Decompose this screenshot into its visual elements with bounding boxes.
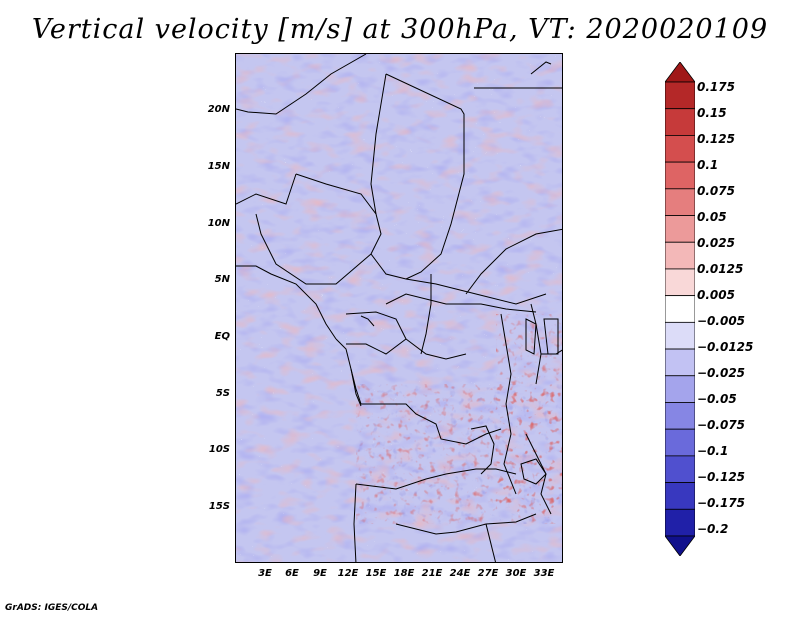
- colorbar-label-neg005: −0.05: [697, 392, 737, 406]
- colorbar-label-015: 0.15: [697, 106, 727, 120]
- lat-label-15n: 15N: [207, 161, 230, 172]
- colorbar-label-0175: 0.175: [697, 80, 735, 94]
- lon-label-15e: 15E: [365, 568, 387, 579]
- colorbar-label-neg0075: −0.075: [697, 418, 746, 432]
- colorbar-label-neg00125: −0.0125: [697, 340, 754, 354]
- colorbar-segment-10: [665, 321, 695, 350]
- lon-label-3e: 3E: [258, 568, 272, 579]
- colorbar-segment-18: [665, 535, 695, 556]
- colorbar-label-0025: 0.025: [697, 236, 735, 250]
- lat-label-15s: 15S: [208, 501, 230, 512]
- footer-credit: GrADS: IGES/COLA: [5, 603, 99, 613]
- colorbar-segment-1: [665, 81, 695, 110]
- colorbar-segment-17: [665, 508, 695, 537]
- colorbar-label-0005: 0.005: [697, 288, 735, 302]
- lat-label-5n: 5N: [214, 274, 230, 285]
- colorbar-segment-15: [665, 455, 695, 483]
- colorbar-segment-2: [665, 108, 695, 136]
- colorbar-label-neg0005: −0.005: [697, 314, 746, 328]
- colorbar-label-neg01: −0.1: [697, 444, 729, 458]
- colorbar-segment-9: [665, 295, 695, 323]
- lon-label-24e: 24E: [449, 568, 471, 579]
- lon-label-12e: 12E: [337, 568, 359, 579]
- colorbar-label-neg0175: −0.175: [697, 496, 746, 510]
- lon-label-27e: 27E: [477, 568, 499, 579]
- colorbar-segment-16: [665, 482, 695, 510]
- map-panel: [235, 53, 563, 563]
- colorbar-segment-14: [665, 428, 695, 457]
- colorbar-label-neg0125: −0.125: [697, 470, 746, 484]
- lon-label-33e: 33E: [533, 568, 555, 579]
- lat-label-eq: EQ: [214, 331, 230, 342]
- colorbar-segment-4: [665, 161, 695, 190]
- lat-label-5s: 5S: [215, 388, 230, 399]
- colorbar-segment-11: [665, 348, 695, 377]
- colorbar-segment-3: [665, 135, 695, 163]
- colorbar-segment-13: [665, 402, 695, 430]
- colorbar-label-neg0025: −0.025: [697, 366, 746, 380]
- lon-label-18e: 18E: [393, 568, 415, 579]
- colorbar-segment-5: [665, 188, 695, 216]
- country-borders: [236, 54, 562, 562]
- colorbar-segment-0: [665, 62, 695, 83]
- colorbar-segment-8: [665, 268, 695, 297]
- colorbar: [665, 62, 695, 556]
- lon-label-21e: 21E: [421, 568, 443, 579]
- colorbar-segment-6: [665, 215, 695, 243]
- plot-title: Vertical velocity [m/s] at 300hPa, VT: 2…: [31, 14, 769, 45]
- velocity-field-map: [236, 54, 562, 562]
- lon-label-6e: 6E: [285, 568, 299, 579]
- colorbar-label-0125: 0.125: [697, 132, 735, 146]
- lat-label-20n: 20N: [207, 104, 230, 115]
- colorbar-segment-12: [665, 375, 695, 403]
- colorbar-label-00125: 0.0125: [697, 262, 744, 276]
- colorbar-label-neg02: −0.2: [697, 522, 729, 536]
- lat-label-10s: 10S: [208, 444, 230, 455]
- lat-label-10n: 10N: [207, 218, 230, 229]
- colorbar-label-01: 0.1: [697, 158, 719, 172]
- lon-label-30e: 30E: [505, 568, 527, 579]
- colorbar-label-0075: 0.075: [697, 184, 735, 198]
- colorbar-segment-7: [665, 241, 695, 270]
- lon-label-9e: 9E: [313, 568, 327, 579]
- colorbar-label-005: 0.05: [697, 210, 727, 224]
